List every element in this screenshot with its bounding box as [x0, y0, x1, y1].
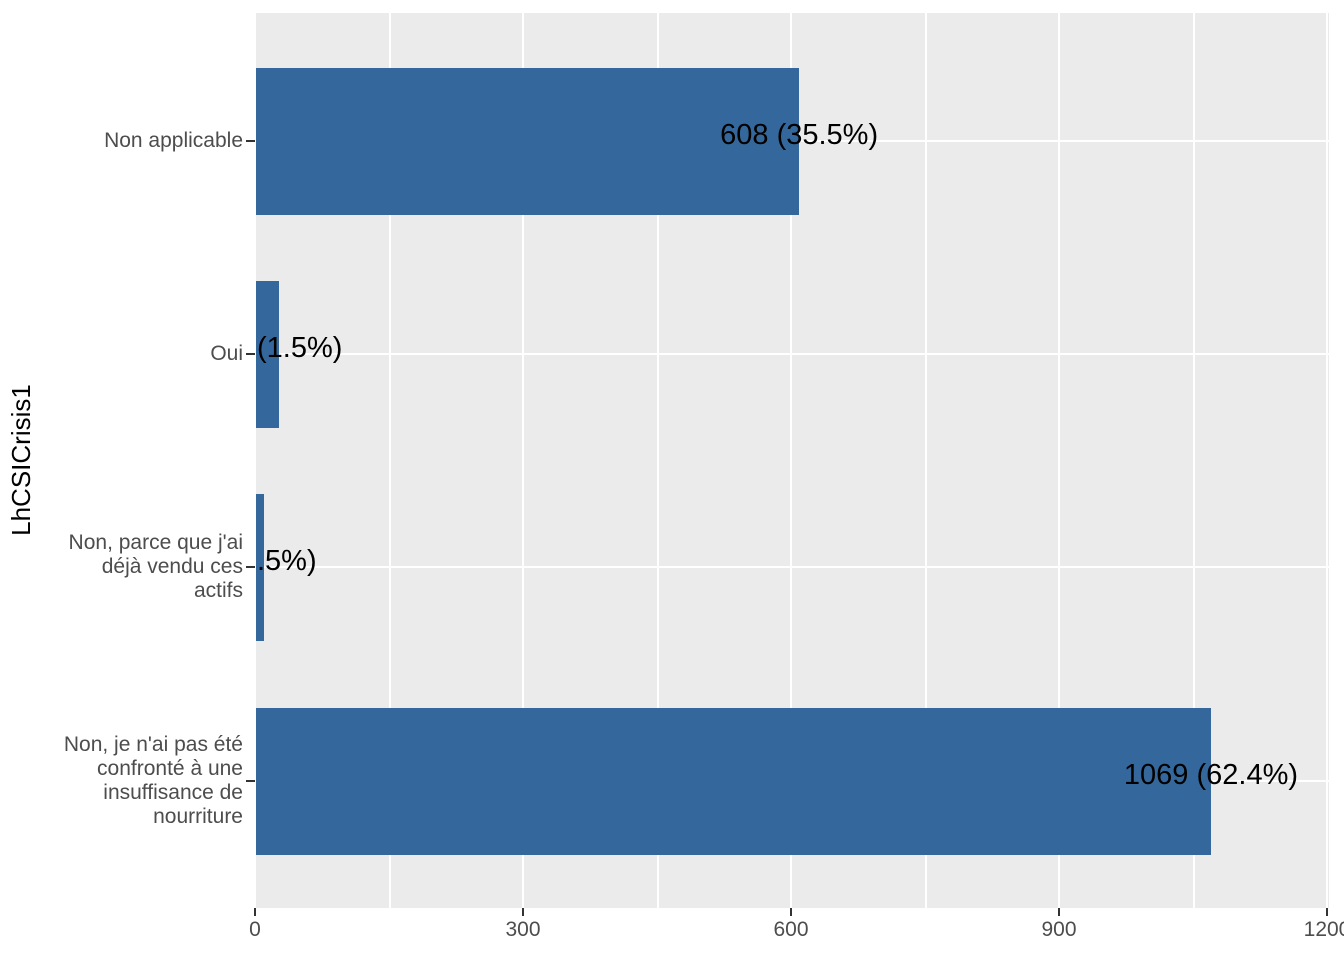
gridline-major-600	[790, 13, 792, 908]
x-tick-label-600: 600	[773, 918, 809, 941]
gridline-major-1200	[1326, 13, 1328, 908]
bar-value-label: (1.5%)	[257, 332, 343, 364]
gridline-category-2	[256, 353, 1329, 355]
bar-non-deja-vendu	[256, 494, 264, 641]
gridline-minor-750	[925, 13, 927, 908]
x-tick-label-0: 0	[249, 918, 261, 941]
x-tick-600	[790, 908, 792, 916]
gridline-minor-1050	[1193, 13, 1195, 908]
bar-oui	[256, 281, 279, 428]
y-tick-4	[246, 780, 255, 782]
bar-value-label: .5%)	[257, 545, 317, 577]
y-tick-1	[246, 140, 255, 142]
x-tick-0	[254, 908, 256, 916]
y-tick-3	[246, 566, 255, 568]
x-tick-900	[1058, 908, 1060, 916]
category-label-non-applicable: Non applicable	[104, 129, 243, 152]
category-label-non-deja-vendu: Non, parce que j'ai déjà vendu ces actif…	[68, 531, 243, 602]
gridline-major-900	[1058, 13, 1060, 908]
bar-non-pas-confronte	[256, 708, 1211, 855]
x-tick-label-1200: 1200	[1303, 918, 1344, 941]
gridline-minor-450	[657, 13, 659, 908]
bar-non-applicable	[256, 68, 799, 215]
category-label-oui: Oui	[210, 342, 243, 365]
y-tick-2	[246, 353, 255, 355]
plot-panel: 608 (35.5%) (1.5%) .5%) 1069 (62.4%)	[256, 13, 1329, 908]
x-tick-label-300: 300	[505, 918, 541, 941]
bar-value-label: 1069 (62.4%)	[1123, 759, 1299, 791]
category-label-non-pas-confronte: Non, je n'ai pas été confronté à une ins…	[63, 733, 243, 828]
gridline-minor-150	[389, 13, 391, 908]
x-tick-label-900: 900	[1041, 918, 1077, 941]
gridline-major-300	[522, 13, 524, 908]
x-tick-1200	[1326, 908, 1328, 916]
y-axis-title: LhCSICrisis1	[6, 384, 36, 536]
gridline-category-3	[256, 566, 1329, 568]
bar-value-label: 608 (35.5%)	[720, 119, 879, 151]
x-tick-300	[522, 908, 524, 916]
